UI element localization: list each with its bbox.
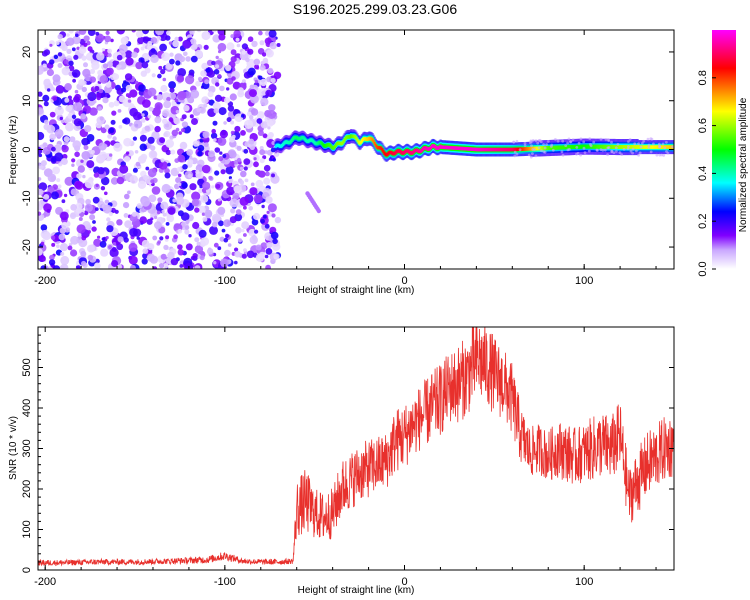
snr-series-line xyxy=(38,327,674,567)
snr-x-label: Height of straight line (km) xyxy=(298,585,415,596)
snr-x-tick-label: 100 xyxy=(575,576,593,588)
spectrogram-x-label: Height of straight line (km) xyxy=(298,285,415,296)
spectrogram-x-tick-label: 100 xyxy=(575,275,593,287)
snr-x-tick-label: -100 xyxy=(214,576,236,588)
colorbar-tick-label: 0.0 xyxy=(697,261,709,276)
snr-panel: -200 -100 0 100 0 100 200 300 400 500 Height of s… xyxy=(8,326,675,596)
spectrogram-x-tick-label: -200 xyxy=(34,275,56,287)
spectrogram-y-tick-label: -10 xyxy=(21,190,33,206)
spectrogram-y-tick-label: -20 xyxy=(21,239,33,255)
spectrogram-x-tick-label: -100 xyxy=(214,275,236,287)
snr-y-tick-label: 0 xyxy=(21,567,33,573)
colorbar-label: Normalized spectral amplitude xyxy=(738,97,749,232)
spectrogram-noise xyxy=(38,30,282,269)
colorbar: 0.0 0.2 0.4 0.6 0.8 Normalized spectral ampl… xyxy=(697,30,749,277)
snr-x-tick-label: 0 xyxy=(401,576,407,588)
spectrogram-ridge xyxy=(274,129,674,162)
snr-y-tick-label: 100 xyxy=(21,520,33,538)
snr-y-tick-label: 400 xyxy=(21,399,33,417)
snr-y-tick-label: 500 xyxy=(21,358,33,376)
spectrogram-y-tick-label: 10 xyxy=(21,95,33,107)
snr-y-label: SNR (10 * v/v) xyxy=(8,416,19,480)
colorbar-tick-label: 0.6 xyxy=(697,118,709,133)
spectrogram-y-tick-label: 0 xyxy=(21,146,33,152)
colorbar-gradient xyxy=(712,30,736,269)
snr-x-tick-label: -200 xyxy=(34,576,56,588)
colorbar-tick-label: 0.4 xyxy=(697,166,709,181)
snr-y-tick-label: 300 xyxy=(21,439,33,457)
spectrogram-blob xyxy=(305,191,321,214)
spectrogram-y-tick-label: 20 xyxy=(21,46,33,58)
chart-title: S196.2025.299.03.23.G06 xyxy=(293,1,457,17)
spectrogram-x-tick-label: 0 xyxy=(401,275,407,287)
snr-y-tick-label: 200 xyxy=(21,480,33,498)
spectrogram-y-label: Frequency (Hz) xyxy=(8,116,19,185)
colorbar-tick-label: 0.2 xyxy=(697,214,709,229)
colorbar-tick-label: 0.8 xyxy=(697,70,709,85)
